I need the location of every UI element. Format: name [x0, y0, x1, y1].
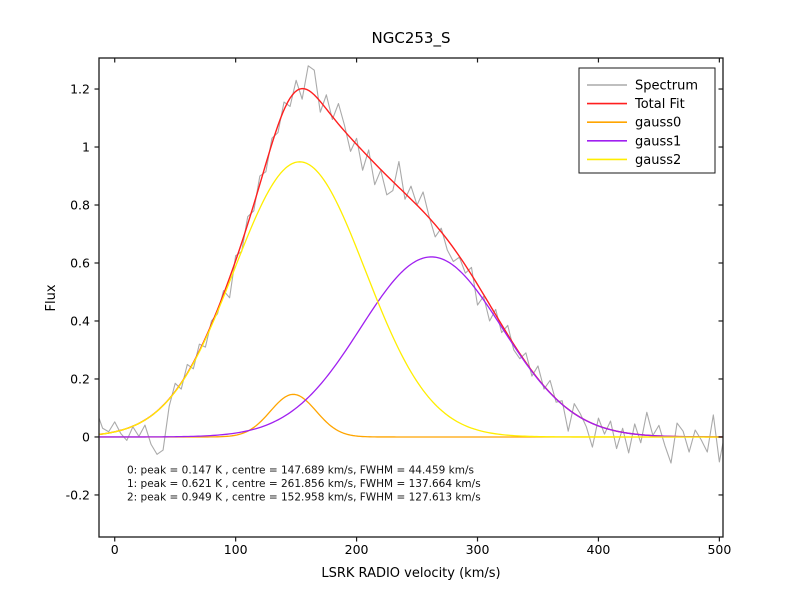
x-tick-label: 100: [224, 542, 248, 557]
y-tick-label: 0.4: [70, 313, 90, 328]
gauss0-line: [99, 393, 723, 438]
legend: Spectrum Total Fit gauss0 gauss1 gauss2: [578, 67, 716, 174]
y-tick-label: 1: [82, 140, 90, 155]
fit-annotation-line-2: 2: peak = 0.949 K , centre = 152.958 km/…: [127, 492, 481, 504]
y-tick-label: 0: [82, 429, 90, 444]
y-tick-label: 0.2: [70, 371, 90, 386]
legend-label-spectrum: Spectrum: [635, 79, 698, 94]
y-axis-label: Flux: [44, 284, 59, 311]
fit-annotation-line-0: 0: peak = 0.147 K , centre = 147.689 km/…: [127, 465, 474, 477]
curves-layer: [98, 65, 724, 464]
fit-annotation-line-1: 1: peak = 0.621 K , centre = 261.856 km/…: [127, 478, 481, 490]
x-tick-label: 0: [111, 542, 119, 557]
legend-label-gauss1: gauss1: [635, 134, 681, 149]
gauss1-line: [99, 256, 724, 438]
y-tick-label: 0.6: [70, 255, 90, 270]
x-tick-label: 500: [707, 542, 731, 557]
x-tick-label: 200: [345, 542, 369, 557]
x-axis-label: LSRK RADIO velocity (km/s): [321, 566, 500, 581]
x-tick-label: 300: [466, 542, 490, 557]
plot-border: [98, 57, 724, 538]
y-tick-label: 1.2: [70, 82, 90, 97]
legend-label-gauss2: gauss2: [635, 153, 681, 168]
chart-title: NGC253_S: [372, 29, 451, 48]
axes-layer: 0 100 200 300 400 500 -0.2 0 0.2 0.4 0.6 0.8 1 1.2: [66, 57, 731, 557]
fit-annotation: 0: peak = 0.147 K , centre = 147.689 km/…: [127, 465, 481, 504]
legend-label-gauss0: gauss0: [635, 116, 681, 131]
y-tick-label: 0.8: [70, 198, 90, 213]
gauss2-line: [98, 161, 723, 438]
y-tick-label: -0.2: [66, 487, 90, 502]
legend-label-total-fit: Total Fit: [634, 97, 685, 112]
x-tick-label: 400: [587, 542, 611, 557]
